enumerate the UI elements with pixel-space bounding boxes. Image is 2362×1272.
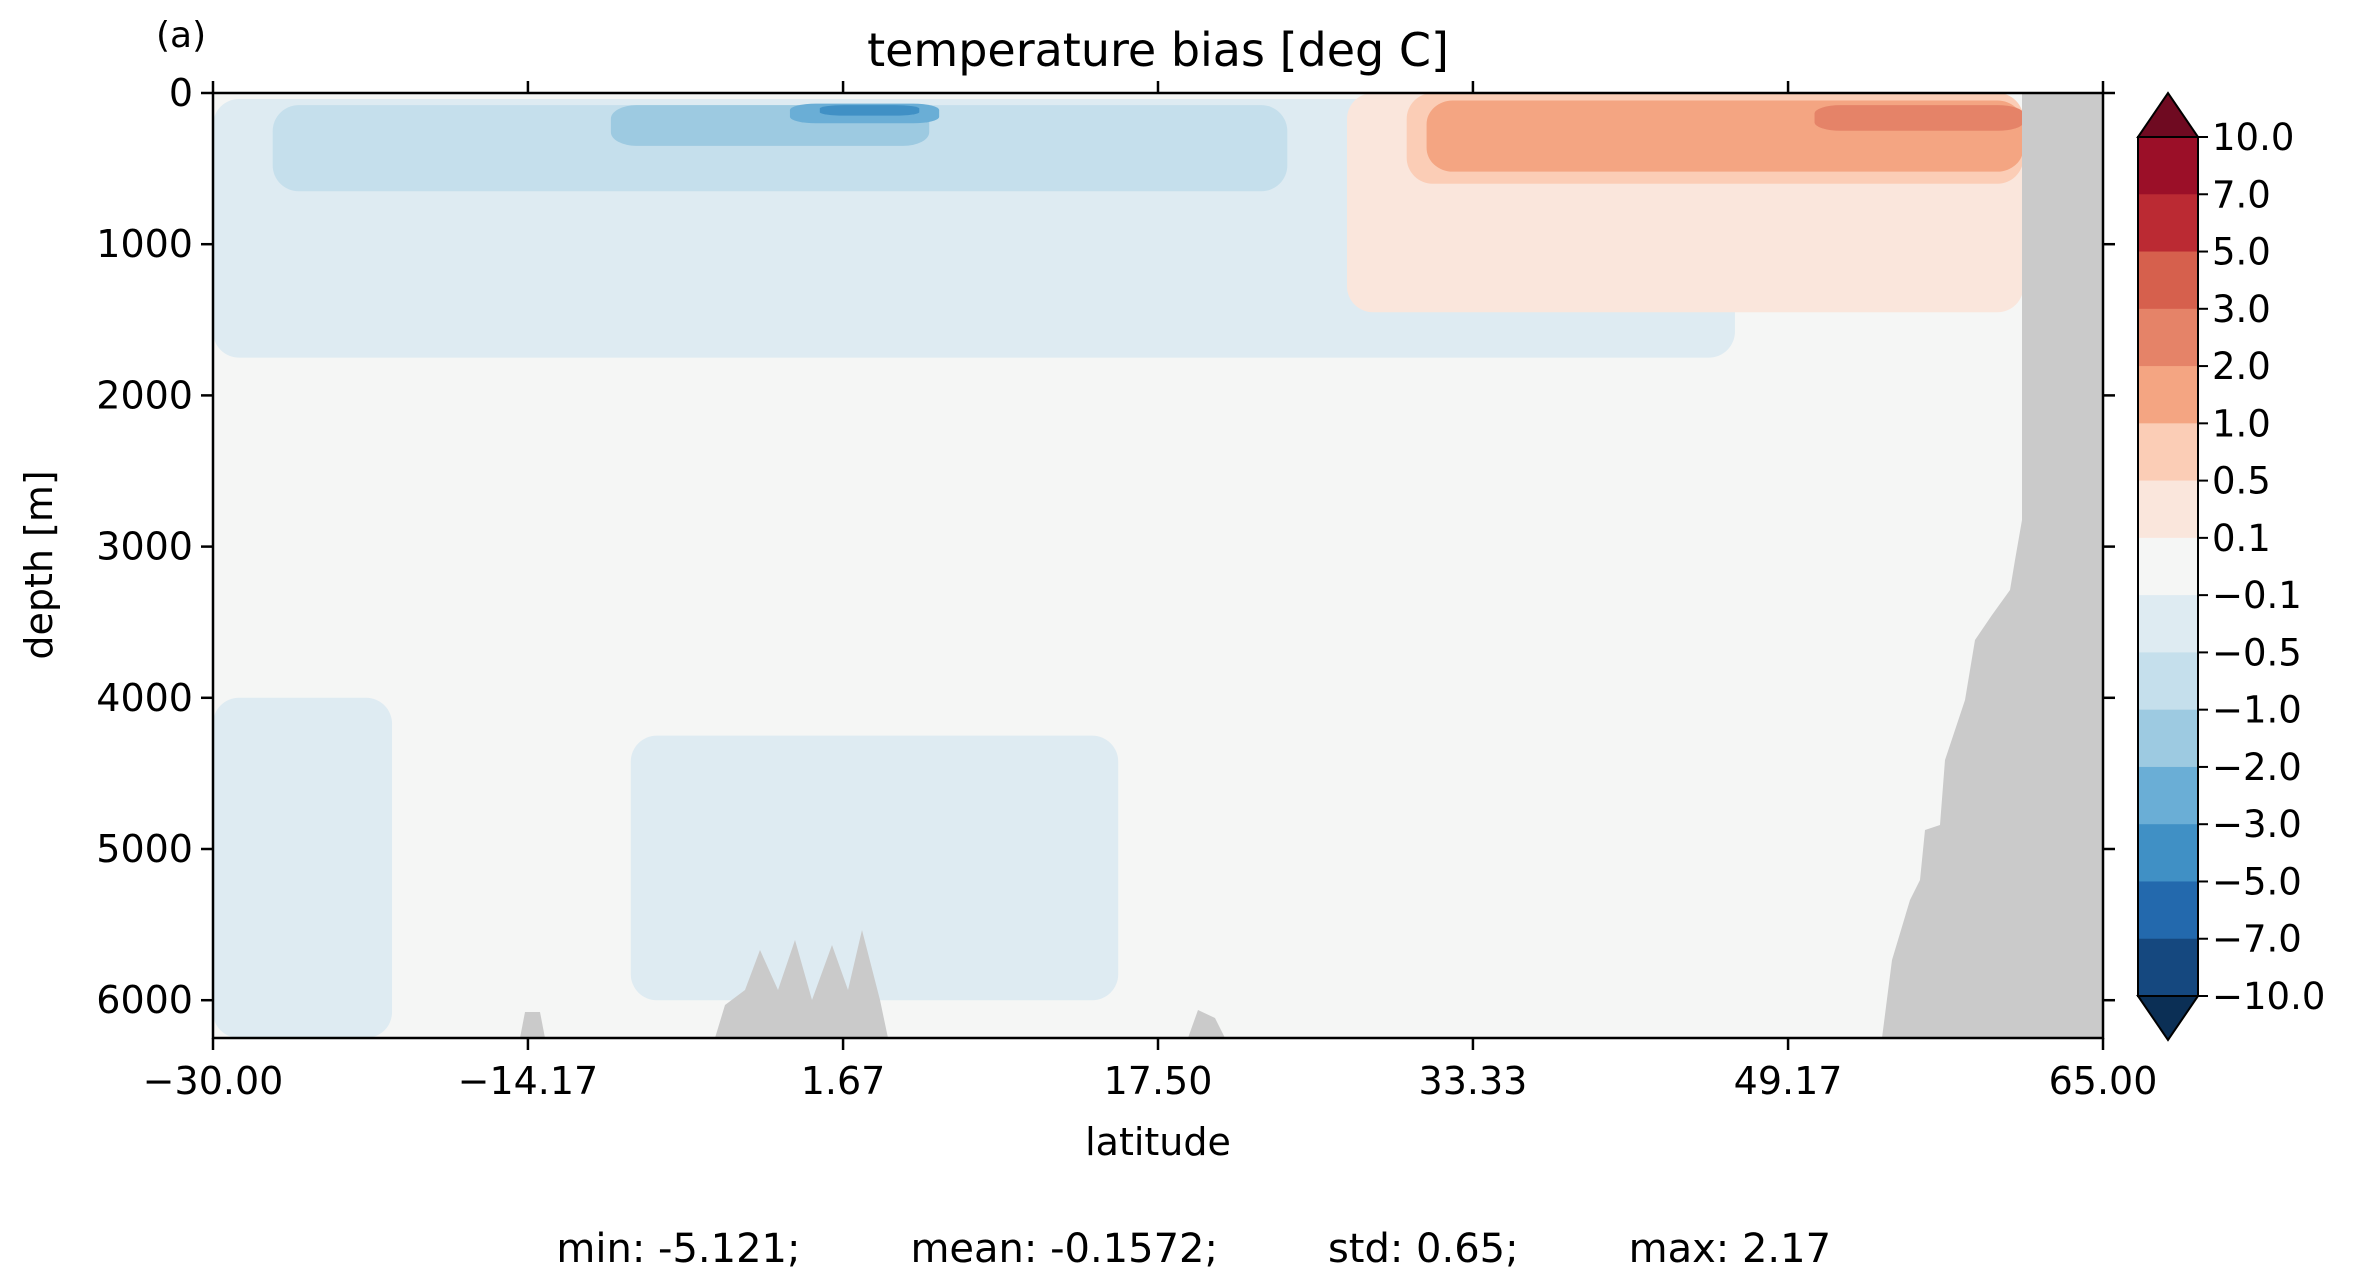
x-tick-label: 17.50 <box>1104 1059 1213 1103</box>
land-mask-north <box>2022 93 2103 1038</box>
colorbar: 10.0 7.0 5.0 3.0 2.0 1.0 0.5 0.1 −0.1 −0.5 −1.0 −2.… <box>2136 91 2325 1042</box>
y-tick-label: 4000 <box>96 676 193 720</box>
colorbar-label: 5.0 <box>2212 231 2271 274</box>
colorbar-segment <box>2138 938 2198 997</box>
colorbar-label: −2.0 <box>2212 746 2302 789</box>
y-tick-label: 3000 <box>96 525 193 569</box>
colorbar-segment <box>2138 709 2198 768</box>
y-tick-label: 0 <box>169 71 193 115</box>
y-tick-label: 5000 <box>96 827 193 871</box>
x-tick-label: −14.17 <box>458 1059 599 1103</box>
colorbar-label: 0.5 <box>2212 460 2271 503</box>
seamount-west <box>520 1012 545 1038</box>
y-tick-label: 6000 <box>96 978 193 1022</box>
colorbar-label: −10.0 <box>2212 975 2325 1018</box>
colorbar-label: 7.0 <box>2212 173 2271 216</box>
y-axis-label: depth [m] <box>17 470 61 659</box>
colorbar-segment <box>2138 881 2198 940</box>
x-tick-label: 1.67 <box>801 1059 886 1103</box>
colorbar-label: −3.0 <box>2212 803 2302 846</box>
colorbar-segment <box>2138 480 2198 539</box>
bias-region-6 <box>819 105 920 116</box>
stat-max: max: 2.17 <box>1628 1226 1832 1272</box>
colorbar-segment <box>2138 366 2198 424</box>
stat-mean: mean: -0.1572; <box>910 1226 1218 1272</box>
seamount-small <box>1188 1010 1225 1038</box>
x-tick-label: −30.00 <box>143 1059 284 1103</box>
colorbar-frame <box>2137 136 2199 997</box>
colorbar-label: −0.1 <box>2212 574 2302 617</box>
chart-title: temperature bias [deg C] <box>867 23 1449 77</box>
bias-region-2 <box>630 735 1119 1001</box>
bias-region-3 <box>272 105 1288 192</box>
stat-min: min: -5.121; <box>556 1226 801 1272</box>
colorbar-label: 2.0 <box>2212 345 2271 388</box>
colorbar-segment <box>2138 766 2198 825</box>
x-tick-label: 33.33 <box>1419 1059 1528 1103</box>
colorbar-label: 1.0 <box>2212 402 2271 445</box>
colorbar-segment <box>2138 537 2198 596</box>
bias-region-1 <box>213 697 393 1038</box>
colorbar-extend-bottom <box>2136 995 2200 1042</box>
y-tick-label: 2000 <box>96 373 193 417</box>
plot-area <box>213 93 2103 1038</box>
x-tick-label: 49.17 <box>1734 1059 1843 1103</box>
colorbar-segment <box>2138 824 2198 882</box>
bias-region-10 <box>1814 105 2024 131</box>
colorbar-label: −0.5 <box>2212 631 2302 674</box>
colorbar-label: 3.0 <box>2212 288 2271 331</box>
colorbar-segment <box>2138 251 2198 310</box>
seamount-ridge <box>715 930 888 1038</box>
colorbar-label: 10.0 <box>2212 116 2294 159</box>
x-tick-label: 65.00 <box>2049 1059 2158 1103</box>
colorbar-segment <box>2138 194 2198 253</box>
colorbar-segment <box>2138 652 2198 711</box>
colorbar-segment <box>2138 595 2198 653</box>
colorbar-segment <box>2138 423 2198 482</box>
panel-label: (a) <box>156 15 206 56</box>
colorbar-label: −5.0 <box>2212 860 2302 903</box>
axes: −30.00 −14.17 1.67 17.50 33.33 49.17 65.00 0 100… <box>96 71 2157 1103</box>
colorbar-extend-top <box>2136 91 2200 138</box>
continental-slope <box>1882 520 2022 1038</box>
colorbar-label: −7.0 <box>2212 918 2302 961</box>
y-tick-label: 1000 <box>96 222 193 266</box>
colorbar-label: −1.0 <box>2212 689 2302 732</box>
x-axis-label: latitude <box>1085 1120 1231 1164</box>
colorbar-segment <box>2138 308 2198 367</box>
colorbar-label: 0.1 <box>2212 517 2271 560</box>
stats-line: min: -5.121; mean: -0.1572; std: 0.65; max:… <box>0 1180 2362 1272</box>
stat-std: std: 0.65; <box>1327 1226 1519 1272</box>
colorbar-segment <box>2138 137 2198 195</box>
